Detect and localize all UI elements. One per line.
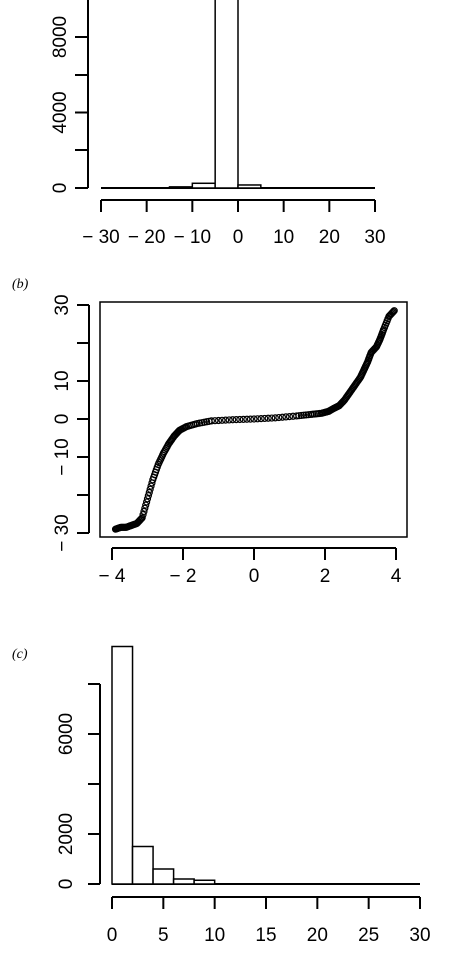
chart-b-point	[246, 415, 255, 423]
chart-a-x-tick-label: − 30	[82, 227, 120, 248]
chart-b-point	[138, 514, 146, 522]
chart-b-point	[271, 414, 279, 422]
panel-label-b: (b)	[12, 277, 29, 292]
chart-a-y-tick-label: 8000	[50, 16, 71, 58]
chart-c-x-tick-label: 30	[409, 925, 430, 946]
chart-b-x-tick-label: 0	[249, 566, 260, 587]
chart-c-bar-2	[152, 868, 175, 885]
chart-b-point	[147, 482, 155, 490]
chart-a-x-tick-label: 30	[364, 227, 385, 248]
chart-b-point	[222, 416, 230, 424]
chart-b-point	[264, 414, 272, 422]
chart-b-point	[295, 412, 303, 420]
chart-c-bar-3	[172, 878, 195, 885]
chart-a-x-tick-label: − 10	[174, 227, 212, 248]
chart-a-y-tick-label: 4000	[50, 91, 71, 133]
chart-c-x-tick-label: 15	[255, 925, 276, 946]
chart-b-point	[146, 485, 154, 493]
chart-c-x-tick-label: 25	[358, 925, 379, 946]
chart-a-x-tick-label: − 20	[128, 227, 166, 248]
chart-b-point	[207, 417, 215, 425]
chart-b-point	[140, 507, 148, 516]
chart-a-x-tick-label: 10	[273, 227, 294, 248]
chart-b-point	[137, 515, 145, 523]
chart-a-bar-0	[168, 186, 194, 189]
chart-a-x-tick-label: 20	[319, 227, 340, 248]
chart-b-point	[293, 412, 301, 420]
chart-b-point	[261, 414, 269, 423]
chart-c-x-tick-label: 5	[158, 925, 169, 946]
chart-b-point	[257, 415, 265, 423]
chart-b-point	[253, 415, 262, 423]
chart-b-x-tick-label: − 4	[99, 566, 126, 587]
chart-b-point	[239, 415, 247, 423]
chart-b-y-tick-label: − 30	[52, 514, 73, 552]
chart-b-point	[250, 415, 258, 423]
chart-b-point	[145, 488, 153, 497]
chart-b-point	[214, 416, 223, 425]
chart-b-point	[268, 414, 276, 422]
chart-c-bar-1	[131, 845, 154, 885]
chart-b-point	[143, 498, 151, 506]
chart-a-x-tick-label: 0	[233, 227, 244, 248]
chart-c-bar-4	[193, 879, 216, 885]
chart-c-x-tick-label: 0	[107, 925, 118, 946]
chart-b-y-tick-label: − 10	[52, 438, 73, 476]
chart-a-bar-3	[237, 184, 262, 189]
chart-b-point	[236, 415, 244, 424]
chart-b-point	[229, 416, 237, 424]
chart-a-bar-2	[214, 0, 239, 189]
panel-label-c: (c)	[12, 647, 28, 662]
chart-b-point	[143, 495, 152, 503]
chart-b-point	[300, 411, 308, 419]
chart-a-bar-1	[191, 182, 216, 189]
chart-b-point	[388, 309, 397, 317]
chart-b-point	[142, 501, 150, 509]
chart-b-point	[218, 416, 226, 424]
chart-b-point	[243, 415, 251, 423]
chart-b-point	[389, 308, 397, 316]
chart-b-point	[144, 492, 152, 500]
chart-a-y-tick-label: 0	[50, 183, 71, 194]
chart-b-point	[139, 511, 147, 519]
chart-b-point	[282, 413, 290, 421]
chart-c-y-tick-label: 2000	[56, 813, 77, 855]
chart-b-y-tick-label: 0	[52, 414, 73, 425]
chart-b-point	[297, 411, 305, 420]
chart-c-x-tick-label: 20	[307, 925, 328, 946]
chart-c-bar-0	[111, 645, 134, 885]
chart-b-point	[232, 416, 240, 424]
chart-b-point	[225, 416, 233, 424]
chart-c-y-tick-label: 0	[56, 879, 77, 890]
chart-b-point	[390, 307, 398, 315]
chart-b-y-tick-label: 30	[52, 294, 73, 315]
chart-b-frame	[99, 301, 408, 538]
chart-b-point	[211, 417, 219, 425]
chart-b-x-tick-label: 4	[391, 566, 402, 587]
chart-b-y-tick-label: 10	[52, 370, 73, 391]
chart-b-point	[285, 412, 294, 421]
chart-b-point	[141, 504, 149, 512]
chart-c-y-tick-label: 6000	[56, 713, 77, 755]
chart-b-x-tick-label: − 2	[170, 566, 197, 587]
chart-b-point	[278, 413, 286, 421]
chart-c-x-tick-label: 10	[204, 925, 225, 946]
chart-b-point	[275, 413, 283, 422]
chart-b-x-tick-label: 2	[320, 566, 331, 587]
